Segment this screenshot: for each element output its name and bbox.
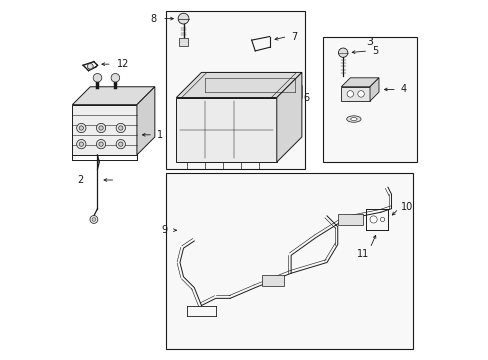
Circle shape bbox=[116, 139, 125, 149]
Circle shape bbox=[90, 216, 98, 224]
Circle shape bbox=[79, 142, 83, 146]
Circle shape bbox=[369, 216, 376, 223]
Polygon shape bbox=[369, 78, 378, 101]
Circle shape bbox=[77, 123, 86, 133]
Text: 2: 2 bbox=[78, 175, 84, 185]
Circle shape bbox=[93, 73, 102, 82]
Text: 3: 3 bbox=[366, 37, 373, 47]
Text: 6: 6 bbox=[303, 93, 309, 103]
Circle shape bbox=[119, 126, 122, 130]
Circle shape bbox=[96, 123, 105, 133]
Text: 1: 1 bbox=[156, 130, 163, 140]
Circle shape bbox=[380, 217, 384, 222]
Text: 11: 11 bbox=[356, 248, 368, 258]
Circle shape bbox=[77, 139, 86, 149]
Bar bbox=[323, 37, 416, 162]
Bar bbox=[165, 12, 305, 169]
Text: 7: 7 bbox=[290, 32, 297, 41]
Ellipse shape bbox=[350, 118, 356, 121]
Polygon shape bbox=[276, 72, 301, 162]
Text: 4: 4 bbox=[400, 85, 406, 94]
Circle shape bbox=[92, 218, 96, 221]
Circle shape bbox=[338, 48, 347, 57]
Text: 9: 9 bbox=[161, 225, 167, 235]
FancyBboxPatch shape bbox=[179, 39, 187, 45]
Circle shape bbox=[357, 91, 364, 97]
Polygon shape bbox=[72, 87, 155, 105]
Circle shape bbox=[99, 126, 103, 130]
Circle shape bbox=[119, 142, 122, 146]
Ellipse shape bbox=[346, 116, 360, 122]
Circle shape bbox=[111, 73, 120, 82]
Polygon shape bbox=[341, 78, 378, 87]
Text: 5: 5 bbox=[371, 46, 377, 56]
Polygon shape bbox=[176, 72, 301, 98]
Circle shape bbox=[99, 142, 103, 146]
Bar bbox=[176, 98, 276, 162]
Bar bbox=[341, 87, 369, 101]
Bar bbox=[165, 173, 412, 348]
Text: 8: 8 bbox=[150, 14, 156, 24]
Circle shape bbox=[346, 91, 353, 97]
Text: 10: 10 bbox=[400, 202, 412, 212]
Bar bbox=[262, 275, 284, 286]
Circle shape bbox=[79, 126, 83, 130]
Bar bbox=[337, 214, 362, 225]
Bar bbox=[72, 105, 137, 155]
Circle shape bbox=[116, 123, 125, 133]
Circle shape bbox=[178, 13, 188, 24]
Polygon shape bbox=[137, 87, 155, 155]
Circle shape bbox=[96, 139, 105, 149]
Circle shape bbox=[87, 63, 93, 69]
Text: 12: 12 bbox=[117, 59, 129, 69]
